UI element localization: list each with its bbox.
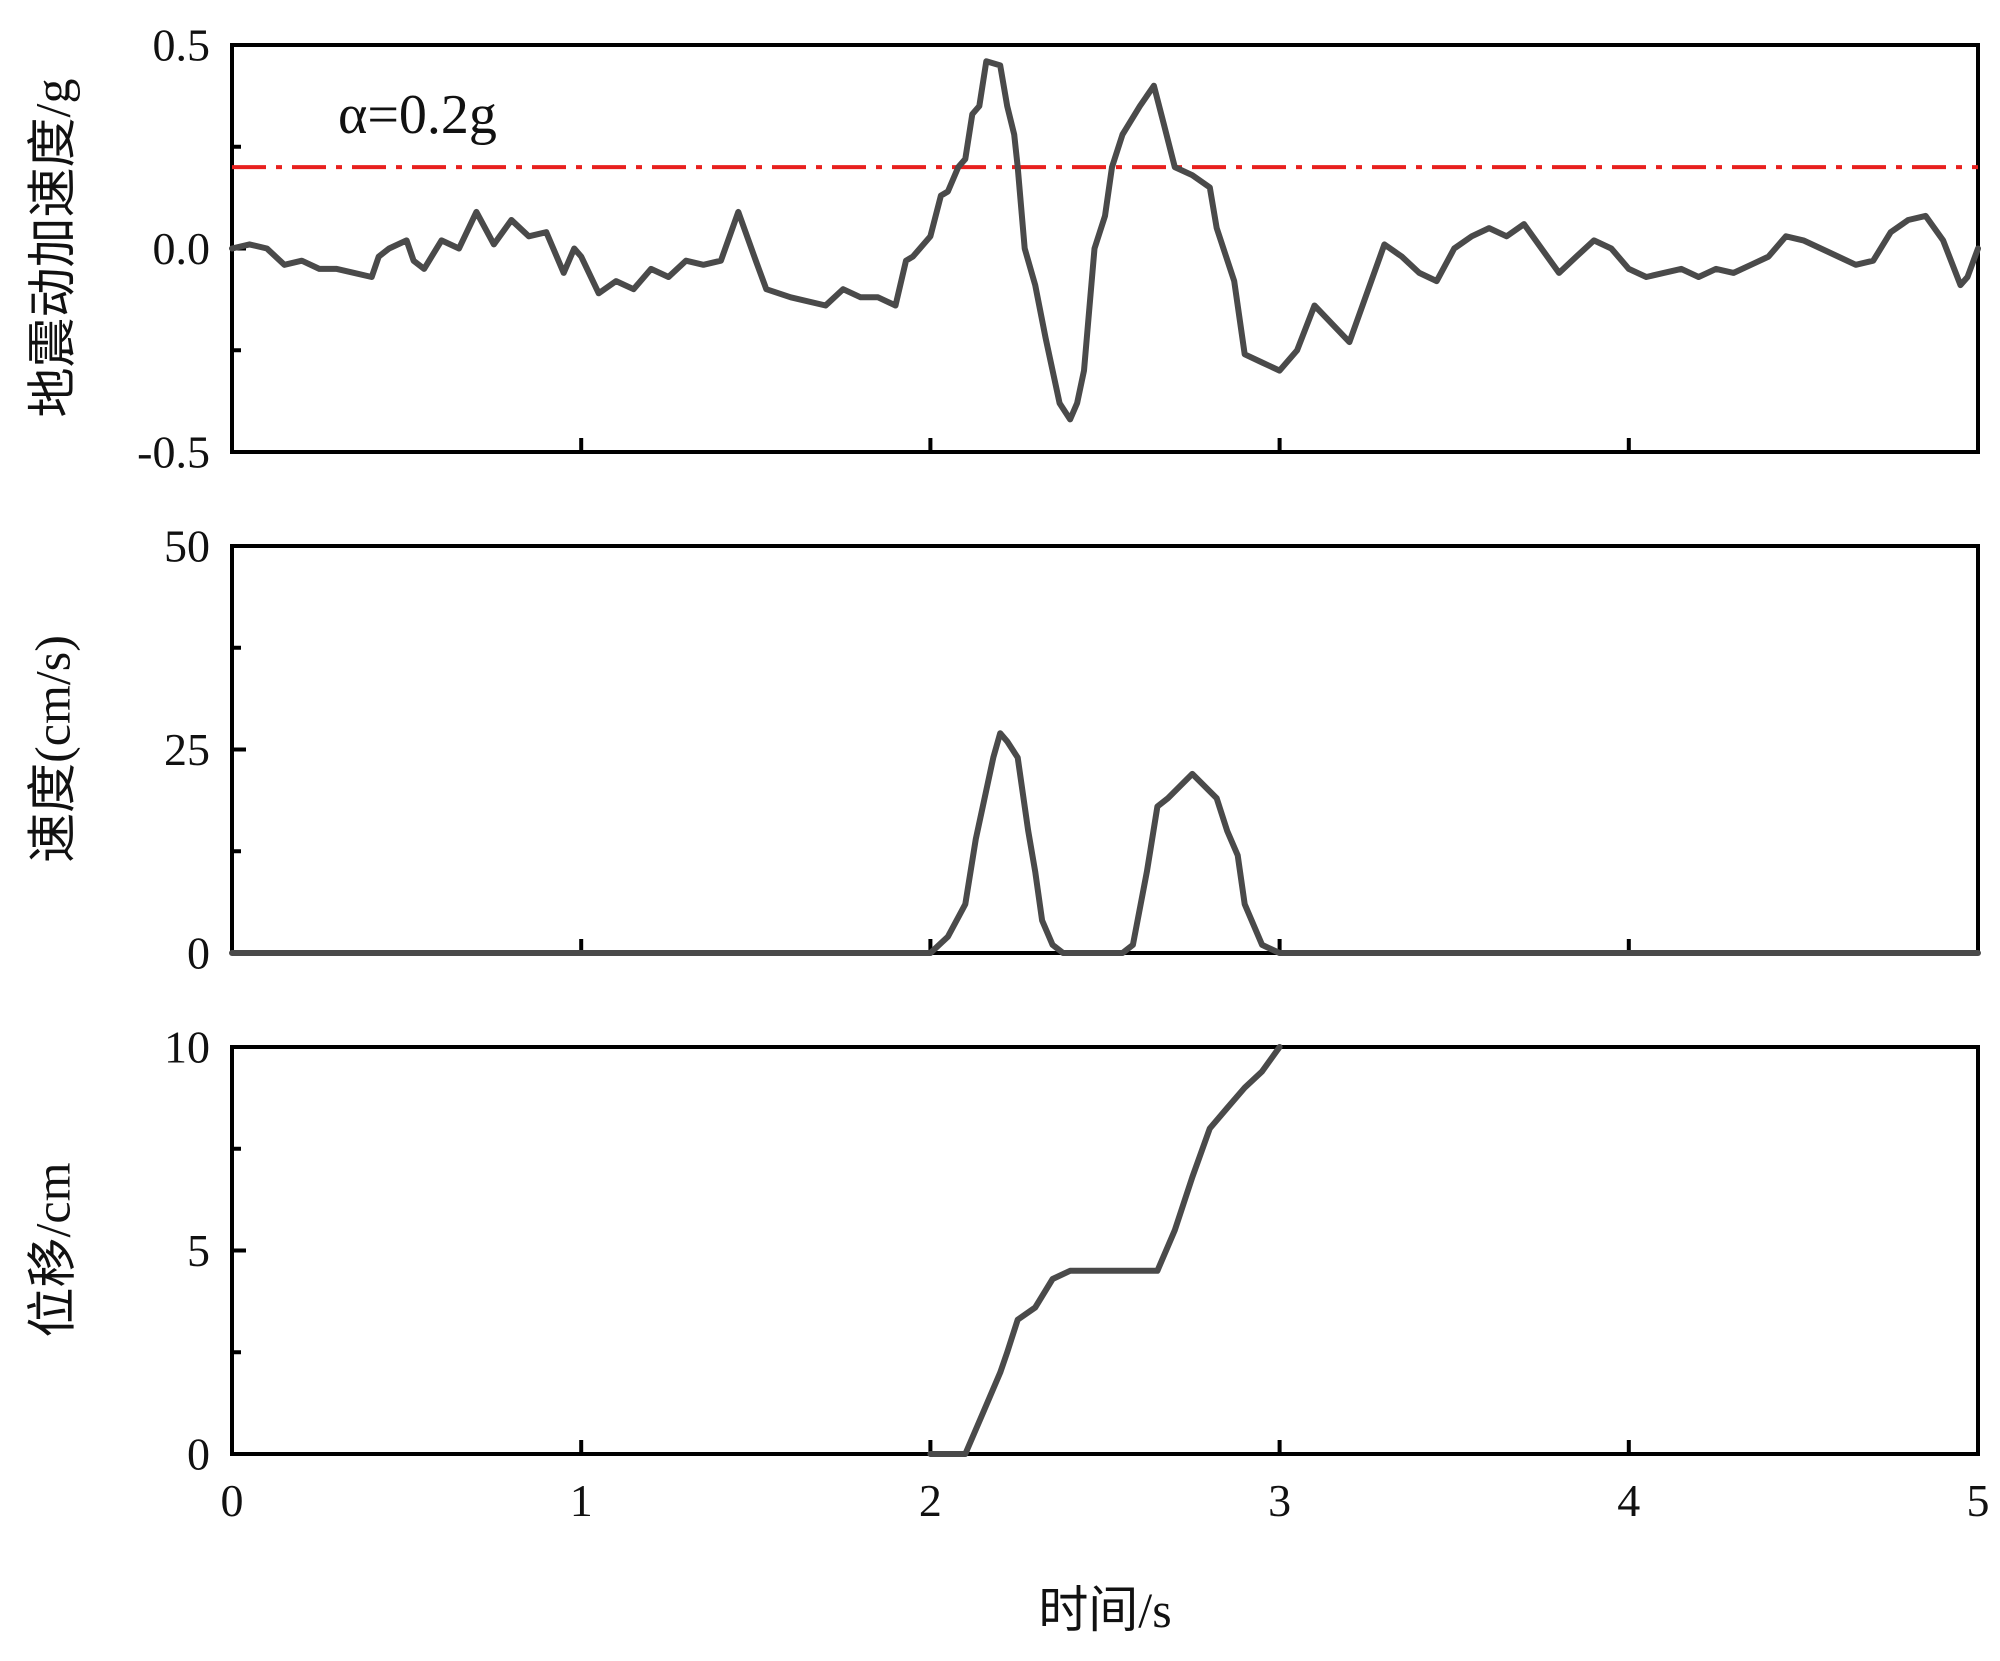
plot-frame-displacement bbox=[230, 1045, 1980, 1456]
y-tick-label-1-2: 50 bbox=[164, 521, 210, 572]
y-tick-label-1-0: 0 bbox=[187, 928, 210, 979]
y-tick-label-0-2: 0.5 bbox=[153, 20, 211, 71]
x-tick-label-4: 4 bbox=[1617, 1475, 1640, 1526]
marks-displacement bbox=[927, 1044, 1283, 1457]
ticks-velocity bbox=[230, 544, 1980, 955]
y-axis-title-displacement: 位移/cm bbox=[24, 1162, 80, 1337]
x-tick-label-0: 0 bbox=[221, 1475, 244, 1526]
plot-frame-velocity bbox=[230, 544, 1980, 955]
panel-velocity: 速度(cm/s) 0 25 50 bbox=[24, 521, 1981, 979]
x-tick-label-2: 2 bbox=[919, 1475, 942, 1526]
x-axis-title: 时间/s bbox=[1038, 1582, 1171, 1638]
x-tick-label-3: 3 bbox=[1268, 1475, 1291, 1526]
y-tick-label-2-2: 10 bbox=[164, 1022, 210, 1073]
marks-velocity bbox=[229, 730, 1981, 956]
y-tick-label-2-1: 5 bbox=[187, 1225, 210, 1276]
y-tick-label-0-1: 0.0 bbox=[153, 223, 211, 274]
series-line-2-0 bbox=[927, 1044, 1283, 1457]
panel-displacement: 位移/cm 时间/s 0 5 10 0 1 2 3 4 5 bbox=[24, 1022, 1989, 1639]
ticks-displacement bbox=[230, 1045, 1980, 1456]
y-tick-label-0-0: -0.5 bbox=[137, 427, 210, 478]
x-tick-label-5: 5 bbox=[1967, 1475, 1990, 1526]
tick-labels-velocity: 0 25 50 bbox=[164, 521, 210, 979]
marks-acceleration bbox=[229, 58, 1981, 423]
y-axis-title-acceleration: 地震动加速度/g bbox=[24, 79, 80, 418]
x-tick-label-1: 1 bbox=[570, 1475, 593, 1526]
panel-acceleration: 地震动加速度/g α=0.2g -0.5 0.0 0.5 bbox=[24, 20, 1981, 478]
series-line-0-0 bbox=[229, 58, 1981, 423]
y-tick-label-1-1: 25 bbox=[164, 724, 210, 775]
y-axis-title-velocity: 速度(cm/s) bbox=[24, 635, 80, 863]
tick-labels-acceleration: -0.5 0.0 0.5 bbox=[137, 20, 210, 478]
y-tick-label-2-0: 0 bbox=[187, 1429, 210, 1480]
threshold-annotation: α=0.2g bbox=[338, 84, 497, 146]
series-line-1-0 bbox=[229, 730, 1981, 956]
tick-labels-displacement: 0 5 10 0 1 2 3 4 5 bbox=[164, 1022, 1990, 1527]
